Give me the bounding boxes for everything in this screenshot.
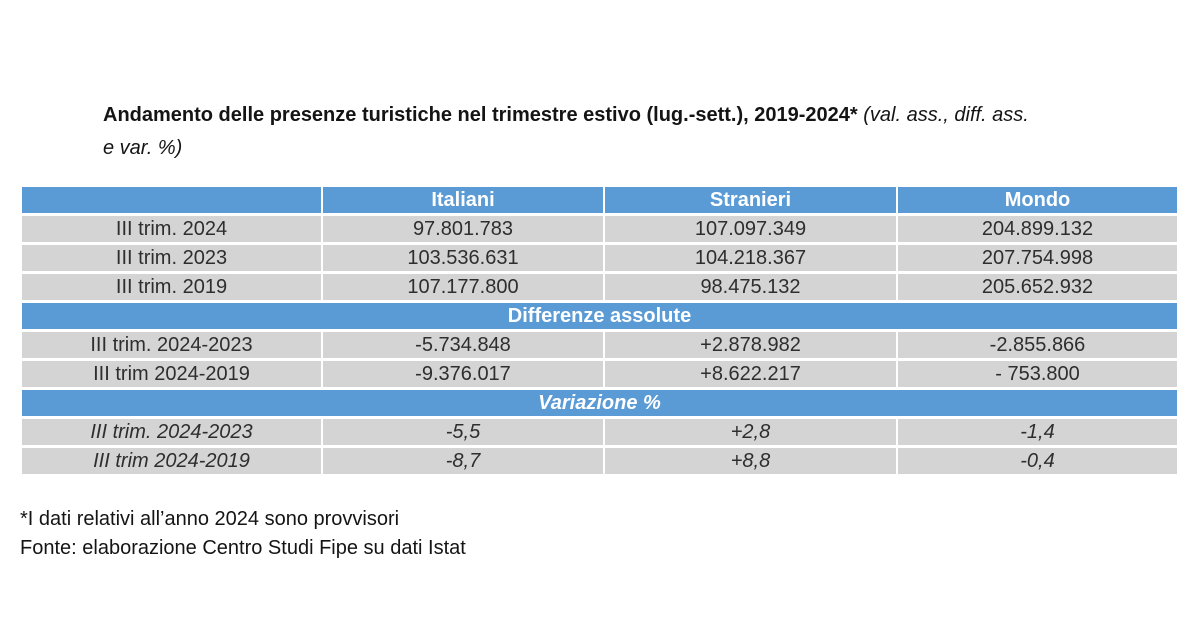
table-row: III trim. 2019 107.177.800 98.475.132 20… bbox=[22, 274, 1177, 303]
value-cell-stranieri: +2,8 bbox=[605, 419, 898, 448]
value-cell-mondo: 207.754.998 bbox=[898, 245, 1177, 274]
value-cell-stranieri: +2.878.982 bbox=[605, 332, 898, 361]
value-cell-italiani: 103.536.631 bbox=[323, 245, 605, 274]
band-variazione-percento: Variazione % bbox=[22, 390, 1177, 419]
value-cell-italiani: 97.801.783 bbox=[323, 216, 605, 245]
value-cell-stranieri: 104.218.367 bbox=[605, 245, 898, 274]
title-main: Andamento delle presenze turistiche nel … bbox=[103, 104, 858, 126]
table-row: III trim. 2024 97.801.783 107.097.349 20… bbox=[22, 216, 1177, 245]
table-row: III trim 2024-2019 -9.376.017 +8.622.217… bbox=[22, 361, 1177, 390]
value-cell-italiani: -8,7 bbox=[323, 448, 605, 477]
value-cell-italiani: -5,5 bbox=[323, 419, 605, 448]
value-cell-italiani: -5.734.848 bbox=[323, 332, 605, 361]
value-cell-italiani: -9.376.017 bbox=[323, 361, 605, 390]
column-header-empty bbox=[22, 187, 323, 216]
band-label: Differenze assolute bbox=[22, 303, 1177, 332]
value-cell-stranieri: 98.475.132 bbox=[605, 274, 898, 303]
value-cell-stranieri: 107.097.349 bbox=[605, 216, 898, 245]
row-label-cell: III trim. 2023 bbox=[22, 245, 323, 274]
title-note-line1: (val. ass., diff. ass. bbox=[857, 104, 1029, 126]
header-row: Italiani Stranieri Mondo bbox=[22, 187, 1177, 216]
value-cell-stranieri: +8.622.217 bbox=[605, 361, 898, 390]
title-note-line2: e var. %) bbox=[103, 137, 183, 159]
column-header-italiani: Italiani bbox=[323, 187, 605, 216]
source-line: Fonte: elaborazione Centro Studi Fipe su… bbox=[20, 537, 466, 559]
footnote: *I dati relativi all’anno 2024 sono prov… bbox=[20, 508, 400, 530]
value-cell-mondo: 205.652.932 bbox=[898, 274, 1177, 303]
row-label-cell: III trim 2024-2019 bbox=[22, 361, 323, 390]
table-title: Andamento delle presenze turistiche nel … bbox=[103, 99, 1193, 165]
footer-notes: *I dati relativi all’anno 2024 sono prov… bbox=[20, 505, 466, 563]
value-cell-mondo: - 753.800 bbox=[898, 361, 1177, 390]
table-row: III trim. 2024-2023 -5.734.848 +2.878.98… bbox=[22, 332, 1177, 361]
value-cell-mondo: -2.855.866 bbox=[898, 332, 1177, 361]
row-label-cell: III trim. 2024 bbox=[22, 216, 323, 245]
row-label-cell: III trim. 2019 bbox=[22, 274, 323, 303]
value-cell-stranieri: +8,8 bbox=[605, 448, 898, 477]
value-cell-mondo: 204.899.132 bbox=[898, 216, 1177, 245]
column-header-stranieri: Stranieri bbox=[605, 187, 898, 216]
band-label: Variazione % bbox=[22, 390, 1177, 419]
table-row: III trim. 2024-2023 -5,5 +2,8 -1,4 bbox=[22, 419, 1177, 448]
table-row: III trim 2024-2019 -8,7 +8,8 -0,4 bbox=[22, 448, 1177, 477]
table-row: III trim. 2023 103.536.631 104.218.367 2… bbox=[22, 245, 1177, 274]
row-label-cell: III trim 2024-2019 bbox=[22, 448, 323, 477]
column-header-mondo: Mondo bbox=[898, 187, 1177, 216]
tourism-table-container: Italiani Stranieri Mondo III trim. 2024 … bbox=[22, 187, 1177, 477]
band-differenze-assolute: Differenze assolute bbox=[22, 303, 1177, 332]
row-label-cell: III trim. 2024-2023 bbox=[22, 419, 323, 448]
row-label-cell: III trim. 2024-2023 bbox=[22, 332, 323, 361]
value-cell-italiani: 107.177.800 bbox=[323, 274, 605, 303]
value-cell-mondo: -0,4 bbox=[898, 448, 1177, 477]
tourism-table: Italiani Stranieri Mondo III trim. 2024 … bbox=[22, 187, 1177, 477]
value-cell-mondo: -1,4 bbox=[898, 419, 1177, 448]
